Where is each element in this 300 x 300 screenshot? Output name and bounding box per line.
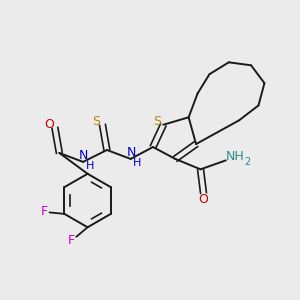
Text: N: N xyxy=(79,149,88,162)
Text: H: H xyxy=(85,161,94,171)
Text: NH: NH xyxy=(225,150,244,163)
Text: F: F xyxy=(40,205,48,218)
Text: H: H xyxy=(133,158,141,168)
Text: 2: 2 xyxy=(244,157,250,167)
Text: O: O xyxy=(44,118,54,131)
Text: O: O xyxy=(199,193,208,206)
Text: F: F xyxy=(68,234,75,247)
Text: S: S xyxy=(92,115,100,128)
Text: N: N xyxy=(127,146,136,159)
Text: S: S xyxy=(153,115,161,128)
